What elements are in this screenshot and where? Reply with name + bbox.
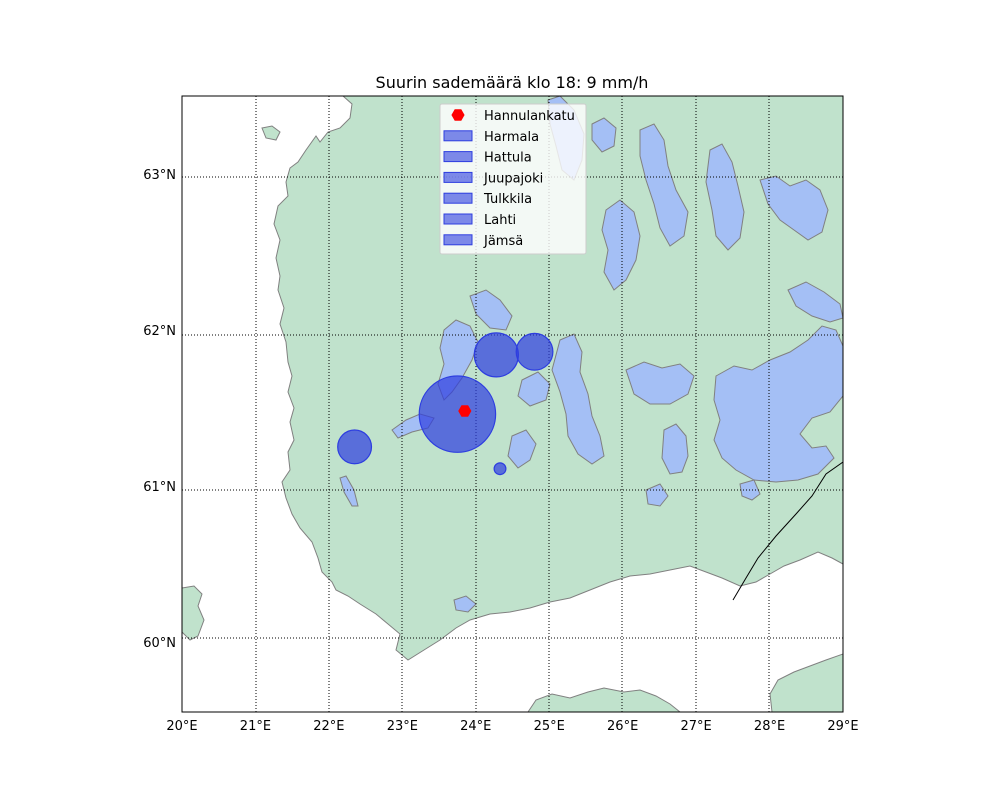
blue-patch bbox=[443, 130, 473, 142]
hannulankatu-marker bbox=[458, 405, 472, 417]
legend-label: Juupajoki bbox=[483, 171, 543, 186]
legend-entry: Tulkkila bbox=[443, 192, 532, 207]
rain-circle-5 bbox=[493, 462, 507, 476]
islands-west bbox=[182, 585, 205, 641]
lon-tick-label: 24°E bbox=[460, 719, 491, 734]
blue-patch bbox=[443, 171, 473, 183]
legend-entry: Harmala bbox=[443, 130, 539, 145]
lat-tick-label: 63°N bbox=[143, 168, 176, 183]
red-hexagon-marker bbox=[451, 109, 465, 121]
legend-entry: Hannulankatu bbox=[451, 109, 575, 124]
legend-entry: Hattula bbox=[443, 151, 532, 166]
landmass-southeast bbox=[769, 653, 843, 712]
lake-central-north bbox=[639, 123, 689, 247]
russia-border bbox=[732, 461, 843, 601]
legend-label: Hattula bbox=[484, 151, 532, 166]
axis-ticks: 20°E 21°E 22°E 23°E 24°E 25°E 26°E 27°E 28°E 29°E… bbox=[143, 168, 858, 734]
legend-label: Jämsä bbox=[483, 234, 523, 249]
lake-east-central bbox=[625, 361, 695, 405]
map-title: Suurin sademäärä klo 18: 9 mm/h bbox=[376, 73, 649, 92]
lake-south-central bbox=[661, 423, 689, 475]
legend-entry: Jämsä bbox=[443, 234, 523, 249]
lon-tick-label: 29°E bbox=[827, 719, 858, 734]
legend-label: Hannulankatu bbox=[484, 109, 575, 124]
axes-frame bbox=[181, 95, 844, 713]
legend-entry: Lahti bbox=[443, 213, 516, 228]
legend-entry: Juupajoki bbox=[443, 171, 543, 186]
lake-saimaa bbox=[713, 325, 843, 483]
lake-keitele bbox=[601, 199, 641, 291]
lake-roine bbox=[469, 289, 513, 331]
lake-kallavesi bbox=[705, 143, 745, 251]
rain-circle-4 bbox=[337, 429, 373, 465]
blue-patch bbox=[443, 151, 473, 163]
rain-circle-2 bbox=[473, 332, 519, 378]
lon-tick-label: 21°E bbox=[240, 719, 271, 734]
legend-label: Tulkkila bbox=[483, 192, 532, 207]
rain-circle-3 bbox=[515, 332, 554, 371]
lon-tick-label: 26°E bbox=[607, 719, 638, 734]
rain-circle-1 bbox=[418, 375, 497, 453]
lake-puruvesi bbox=[787, 281, 843, 323]
lon-tick-label: 23°E bbox=[387, 719, 418, 734]
lake-central-west bbox=[517, 371, 551, 407]
lon-tick-label: 27°E bbox=[680, 719, 711, 734]
blue-patch bbox=[443, 213, 473, 225]
lake-pyhajarvi-south bbox=[339, 475, 359, 507]
lon-tick-label: 25°E bbox=[534, 719, 565, 734]
lon-tick-label: 28°E bbox=[754, 719, 785, 734]
station-marker-layer bbox=[458, 405, 472, 417]
lake-southeast-shore bbox=[739, 479, 761, 501]
legend-label: Harmala bbox=[484, 130, 539, 145]
legend-box bbox=[439, 103, 587, 255]
lon-tick-label: 20°E bbox=[166, 719, 197, 734]
lake-paijanne bbox=[551, 333, 605, 465]
lake-small-south bbox=[453, 595, 477, 613]
rain-circles bbox=[337, 332, 554, 476]
island-northwest bbox=[261, 125, 281, 141]
lat-tick-label: 61°N bbox=[143, 480, 176, 495]
lat-tick-label: 62°N bbox=[143, 324, 176, 339]
legend-label: Lahti bbox=[484, 213, 516, 228]
lake-north-west bbox=[591, 117, 617, 153]
legend: Hannulankatu Harmala Hattula Juupajoki Tulkk… bbox=[439, 103, 587, 255]
landmass-south bbox=[527, 687, 681, 712]
lon-tick-label: 22°E bbox=[313, 719, 344, 734]
lake-vesijarvi bbox=[507, 429, 537, 469]
blue-patch bbox=[443, 192, 473, 204]
lat-tick-label: 60°N bbox=[143, 636, 176, 651]
blue-patch bbox=[443, 234, 473, 246]
lake-northeast bbox=[759, 175, 829, 241]
